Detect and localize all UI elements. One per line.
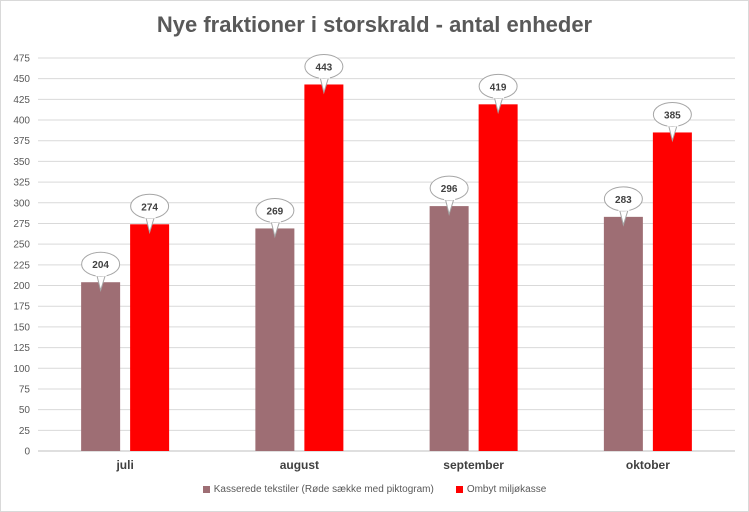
data-label-callout: 296: [429, 175, 469, 216]
y-tick-label: 400: [13, 116, 30, 127]
y-tick-label: 200: [13, 281, 30, 292]
y-tick-label: 150: [13, 322, 30, 333]
data-label: 269: [267, 206, 284, 217]
data-label: 443: [316, 62, 333, 73]
callout-joint: [444, 196, 456, 201]
y-tick-label: 475: [13, 54, 30, 65]
y-tick-label: 125: [13, 343, 30, 354]
legend-swatch-series-2: [455, 486, 463, 493]
y-tick-label: 325: [13, 178, 30, 189]
y-tick-label: 450: [13, 74, 30, 85]
callout-joint: [95, 272, 107, 277]
y-tick-label: 175: [13, 302, 30, 313]
data-label: 385: [664, 110, 681, 121]
data-label-callout: 283: [603, 186, 643, 227]
data-label: 419: [490, 82, 507, 93]
bar-2-september: [478, 104, 518, 451]
y-tick-label: 225: [13, 260, 30, 271]
legend-item-series-1: Kasserede tekstiler (Røde sække med pikt…: [202, 484, 434, 495]
bar-1-oktober: [603, 216, 643, 451]
y-tick-label: 75: [19, 384, 31, 395]
legend-item-series-2: Ombyt miljøkasse: [455, 484, 547, 495]
data-label-callout: 385: [652, 101, 692, 143]
bar-2-august: [304, 84, 344, 451]
data-label-callout: 204: [81, 251, 121, 293]
x-tick-label: juli: [115, 458, 133, 472]
y-tick-label: 425: [13, 95, 30, 106]
callout-joint: [318, 74, 330, 79]
callout-joint: [618, 206, 630, 211]
y-tick-label: 100: [13, 364, 30, 375]
chart-title: Nye fraktioner i storskrald - antal enhe…: [156, 12, 593, 37]
callout-joint: [493, 94, 505, 99]
y-tick-label: 350: [13, 157, 30, 168]
data-label-callout: 419: [478, 73, 518, 115]
callout-joint: [269, 218, 281, 223]
y-tick-label: 50: [19, 405, 31, 416]
bar-1-september: [429, 206, 469, 451]
data-label: 283: [615, 195, 632, 206]
y-tick-label: 275: [13, 219, 30, 230]
data-label-callout: 443: [304, 53, 344, 95]
callout-joint: [144, 214, 156, 219]
x-tick-label: august: [280, 458, 319, 472]
data-label: 274: [141, 202, 158, 213]
legend: Kasserede tekstiler (Røde sække med pikt…: [0, 484, 749, 495]
bar-1-august: [255, 228, 295, 451]
x-tick-label: september: [443, 458, 504, 472]
data-label-callout: 274: [130, 193, 170, 235]
y-tick-label: 25: [19, 426, 31, 437]
legend-label-series-1: Kasserede tekstiler (Røde sække med pikt…: [213, 484, 434, 495]
y-tick-label: 300: [13, 198, 30, 209]
bar-1-juli: [81, 282, 121, 451]
legend-label-series-2: Ombyt miljøkasse: [466, 484, 547, 495]
data-label: 296: [441, 184, 458, 195]
y-tick-label: 250: [13, 240, 30, 251]
bar-2-oktober: [652, 132, 692, 451]
legend-swatch-series-1: [202, 486, 210, 493]
callout-joint: [667, 122, 679, 127]
x-tick-label: oktober: [626, 458, 670, 472]
bar-2-juli: [130, 224, 170, 451]
y-tick-label: 0: [24, 447, 30, 458]
data-label-callout: 269: [255, 197, 295, 239]
y-tick-label: 375: [13, 136, 30, 147]
data-label: 204: [92, 260, 109, 271]
